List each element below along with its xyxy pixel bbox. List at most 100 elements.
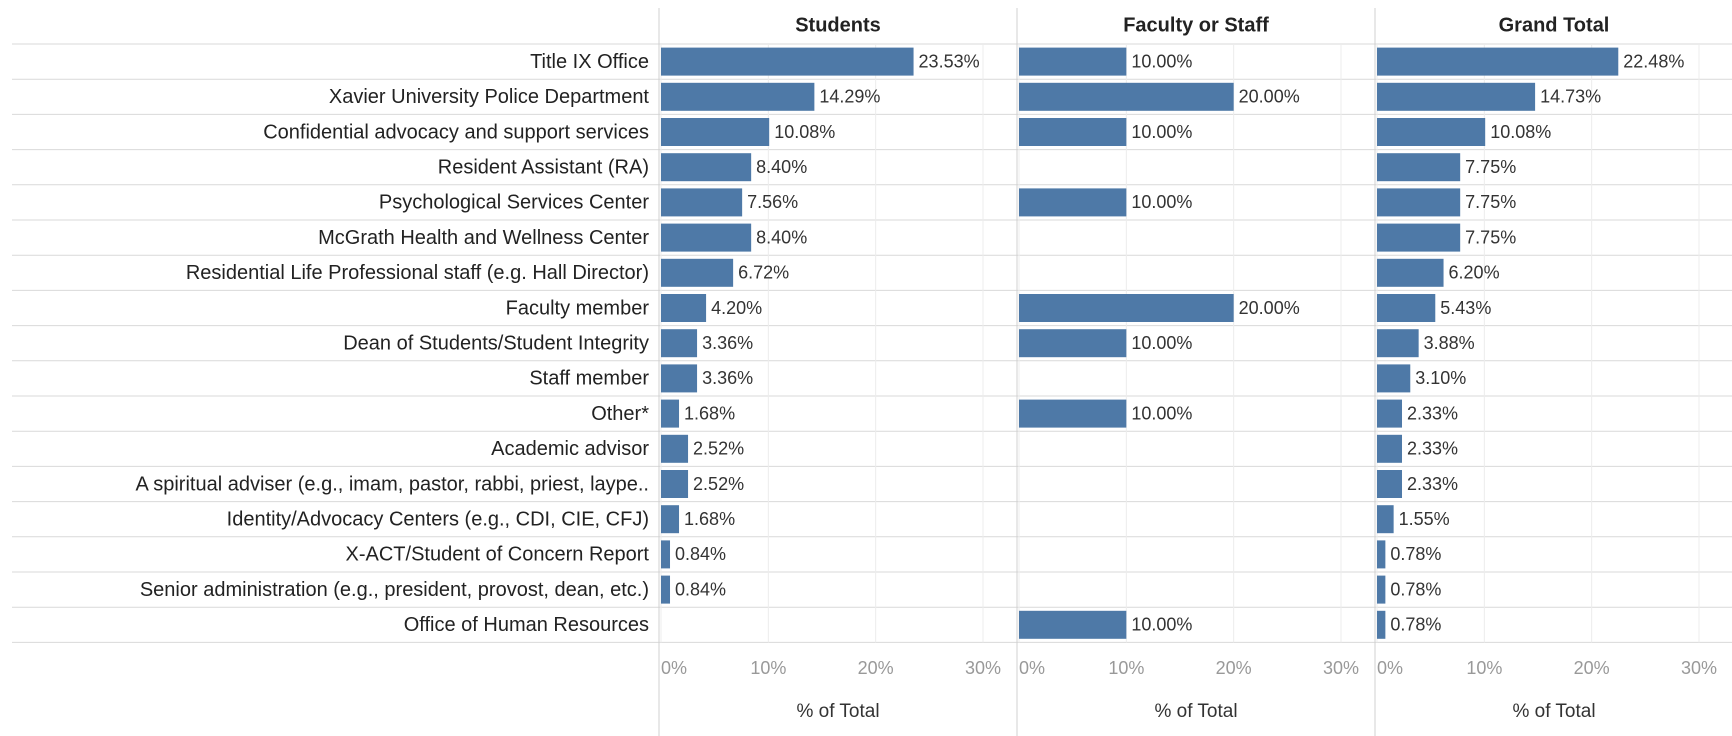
value-label: 8.40%: [756, 157, 807, 177]
value-label: 7.75%: [1465, 192, 1516, 212]
bar: [661, 399, 680, 428]
bar: [1377, 470, 1403, 498]
category-label: Psychological Services Center: [379, 192, 649, 214]
value-label: 5.43%: [1440, 298, 1491, 318]
x-axis-title: % of Total: [1154, 701, 1237, 722]
category-label: Residential Life Professional staff (e.g…: [186, 262, 649, 284]
value-label: 1.68%: [684, 509, 735, 529]
value-label: 2.33%: [1407, 439, 1458, 459]
category-label: Confidential advocacy and support servic…: [263, 121, 649, 143]
value-label: 6.20%: [1449, 263, 1500, 283]
value-label: 23.53%: [919, 51, 980, 71]
bar: [661, 434, 689, 463]
bar: [1019, 47, 1127, 76]
value-label: 10.00%: [1131, 615, 1192, 635]
category-label: Office of Human Resources: [404, 614, 649, 636]
value-label: 6.72%: [738, 263, 789, 283]
bar: [661, 364, 698, 393]
value-label: 0.78%: [1390, 615, 1441, 635]
bar: [1019, 82, 1234, 111]
value-label: 0.78%: [1390, 579, 1441, 599]
bar: [661, 82, 815, 111]
value-label: 2.33%: [1407, 403, 1458, 423]
category-label: Other*: [591, 403, 649, 425]
bar: [1377, 505, 1394, 534]
x-tick-label: 30%: [965, 658, 1001, 678]
bar: [661, 329, 698, 358]
category-label: Senior administration (e.g., president, …: [140, 579, 649, 601]
bar: [661, 47, 914, 76]
bar: [1019, 610, 1127, 639]
x-tick-label: 10%: [1466, 658, 1502, 678]
x-axis-title: % of Total: [796, 701, 879, 722]
value-label: 10.00%: [1131, 51, 1192, 71]
value-label: 10.00%: [1131, 122, 1192, 142]
category-label: X-ACT/Student of Concern Report: [346, 544, 650, 566]
category-label: Title IX Office: [530, 51, 649, 73]
bar: [1019, 118, 1127, 146]
value-label: 20.00%: [1239, 298, 1300, 318]
x-tick-label: 0%: [1377, 658, 1403, 678]
bar: [1377, 258, 1444, 287]
value-label: 3.36%: [702, 333, 753, 353]
category-label: Identity/Advocacy Centers (e.g., CDI, CI…: [227, 508, 649, 530]
bar: [661, 223, 752, 252]
value-label: 20.00%: [1239, 87, 1300, 107]
value-label: 10.00%: [1131, 333, 1192, 353]
x-tick-label: 0%: [1019, 658, 1045, 678]
bar: [661, 540, 671, 569]
bar: [1377, 434, 1403, 463]
value-label: 4.20%: [711, 298, 762, 318]
category-label: Faculty member: [506, 297, 650, 319]
x-tick-label: 20%: [858, 658, 894, 678]
value-label: 10.00%: [1131, 192, 1192, 212]
value-label: 0.84%: [675, 579, 726, 599]
x-tick-label: 30%: [1681, 658, 1717, 678]
panel-header: Grand Total: [1499, 14, 1610, 36]
bar: [661, 294, 707, 322]
value-label: 14.29%: [819, 87, 880, 107]
value-label: 7.56%: [747, 192, 798, 212]
bar: [1377, 540, 1386, 569]
bar: [661, 258, 734, 287]
bar: [661, 118, 770, 146]
x-tick-label: 20%: [1216, 658, 1252, 678]
x-tick-label: 20%: [1574, 658, 1610, 678]
value-label: 3.36%: [702, 368, 753, 388]
bar: [1377, 610, 1386, 639]
x-tick-label: 10%: [1108, 658, 1144, 678]
value-label: 1.68%: [684, 403, 735, 423]
x-tick-label: 30%: [1323, 658, 1359, 678]
category-label: Dean of Students/Student Integrity: [343, 332, 649, 354]
bar: [1019, 294, 1234, 322]
value-label: 3.10%: [1415, 368, 1466, 388]
bar: [1377, 118, 1486, 146]
value-label: 2.52%: [693, 474, 744, 494]
value-label: 2.33%: [1407, 474, 1458, 494]
bar: [1377, 294, 1436, 322]
value-label: 3.88%: [1424, 333, 1475, 353]
value-label: 0.84%: [675, 544, 726, 564]
value-label: 10.00%: [1131, 403, 1192, 423]
value-label: 22.48%: [1623, 51, 1684, 71]
value-label: 7.75%: [1465, 227, 1516, 247]
bar: [661, 153, 752, 182]
bar: [1377, 153, 1461, 182]
bar: [1377, 223, 1461, 252]
value-label: 0.78%: [1390, 544, 1441, 564]
bar: [1377, 575, 1386, 604]
panel-header: Faculty or Staff: [1123, 14, 1269, 36]
bar: [661, 188, 743, 217]
category-label: Resident Assistant (RA): [438, 156, 649, 178]
category-label: A spiritual adviser (e.g., imam, pastor,…: [135, 473, 649, 495]
x-tick-label: 10%: [750, 658, 786, 678]
bar: [661, 575, 671, 604]
category-label: Xavier University Police Department: [329, 86, 650, 108]
value-label: 14.73%: [1540, 87, 1601, 107]
value-label: 10.08%: [1490, 122, 1551, 142]
bar: [1019, 399, 1127, 428]
bar: [1377, 188, 1461, 217]
bar: [1377, 47, 1619, 76]
value-label: 7.75%: [1465, 157, 1516, 177]
